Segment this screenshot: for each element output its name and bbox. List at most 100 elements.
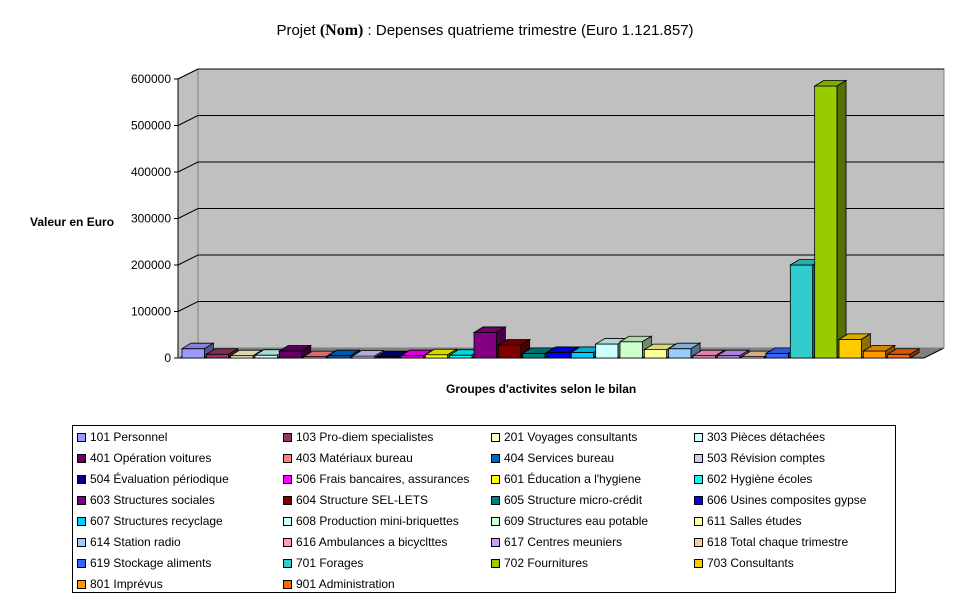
legend-label: 702 Fournitures — [504, 556, 589, 570]
legend-item: 603 Structures sociales — [77, 492, 215, 508]
legend-item: 607 Structures recyclage — [77, 513, 223, 529]
legend-swatch — [694, 474, 703, 484]
legend-swatch — [694, 453, 703, 463]
bar-front — [449, 354, 473, 359]
legend-item: 506 Frais bancaires, assurances — [283, 471, 469, 487]
legend-item: 504 Évaluation périodique — [77, 471, 229, 487]
legend-swatch — [491, 432, 500, 442]
legend-label: 503 Révision comptes — [707, 451, 826, 465]
legend-swatch — [77, 474, 86, 484]
bar — [350, 349, 386, 359]
legend-label: 608 Production mini-briquettes — [296, 514, 459, 528]
legend-item: 609 Structures eau potable — [491, 513, 648, 529]
legend-swatch — [283, 432, 292, 442]
legend-label: 506 Frais bancaires, assurances — [296, 472, 470, 486]
bar-front — [522, 352, 546, 359]
legend-item: 401 Opération voitures — [77, 450, 211, 466]
legend-label: 616 Ambulances a bicyclttes — [296, 535, 448, 549]
bar-front — [765, 352, 789, 359]
legend-label: 602 Hygiène écoles — [707, 472, 813, 486]
legend-label: 101 Personnel — [90, 430, 168, 444]
legend-label: 609 Structures eau potable — [504, 514, 649, 528]
bar — [618, 335, 653, 359]
bar — [667, 342, 702, 359]
legend-swatch — [283, 495, 292, 505]
legend-label: 619 Stockage aliments — [90, 556, 212, 570]
legend-label: 603 Structures sociales — [90, 493, 215, 507]
legend-item: 608 Production mini-briquettes — [283, 513, 459, 529]
y-tick-label: 100000 — [131, 305, 171, 319]
legend-swatch — [77, 495, 86, 505]
legend-item: 101 Personnel — [77, 429, 167, 445]
x-axis-label: Groupes d'activites selon le bilan — [446, 382, 637, 396]
legend-item: 901 Administration — [283, 576, 395, 592]
bar — [861, 344, 897, 359]
bars — [180, 79, 921, 359]
y-axis-label: Valeur en Euro — [30, 215, 115, 229]
bar-front — [181, 348, 205, 359]
legend-item: 602 Hygiène écoles — [694, 471, 812, 487]
legend-label: 901 Administration — [296, 577, 395, 591]
y-tick-label: 300000 — [131, 212, 171, 226]
legend-item: 619 Stockage aliments — [77, 555, 211, 571]
legend-label: 611 Salles études — [707, 514, 802, 528]
bar — [642, 343, 678, 359]
legend-swatch — [283, 537, 292, 547]
legend-swatch — [77, 579, 86, 589]
legend-item: 201 Voyages consultants — [491, 429, 637, 445]
gridline — [177, 68, 944, 80]
legend-label: 606 Usines composites gypse — [707, 493, 867, 507]
bar — [326, 349, 361, 359]
y-tick-label: 500000 — [131, 119, 171, 133]
gridline — [177, 301, 944, 312]
legend-label: 201 Voyages consultants — [504, 430, 638, 444]
legend-swatch — [77, 516, 86, 526]
bar-front — [789, 264, 814, 359]
legend: 101 Personnel 103 Pro-diem specialistes 20… — [72, 425, 896, 593]
legend-item: 801 Imprévus — [77, 576, 163, 592]
gridline — [177, 161, 944, 173]
legend-swatch — [283, 474, 292, 484]
legend-label: 618 Total chaque trimestre — [707, 535, 849, 549]
title-prefix: Projet — [276, 22, 316, 39]
bar-front — [595, 343, 619, 359]
legend-swatch — [694, 516, 703, 526]
legend-item: 503 Révision comptes — [694, 450, 825, 466]
gridline — [177, 208, 944, 219]
bar-side — [836, 79, 847, 359]
legend-item: 606 Usines composites gypse — [694, 492, 866, 508]
legend-label: 401 Opération voitures — [90, 451, 212, 465]
bar-front — [473, 332, 497, 359]
bar-front — [570, 352, 595, 359]
y-axis-ticks: 0 100000 200000 300000 400000 500000 600000 — [131, 72, 179, 365]
legend-swatch — [77, 432, 86, 442]
legend-item: 614 Station radio — [77, 534, 181, 550]
bar-front — [862, 350, 887, 359]
legend-swatch — [694, 558, 703, 568]
bar — [472, 326, 507, 359]
chart-title: Projet (Nom) : Depenses quatrieme trimes… — [0, 22, 970, 40]
bar-front — [278, 350, 303, 359]
legend-swatch — [491, 495, 500, 505]
legend-swatch — [491, 558, 500, 568]
y-tick-label: 400000 — [131, 165, 171, 179]
bar-front — [838, 338, 862, 359]
legend-swatch — [77, 558, 86, 568]
y-tick-label: 0 — [164, 351, 171, 365]
legend-item: 605 Structure micro-crédit — [491, 492, 642, 508]
bar — [813, 79, 848, 359]
legend-label: 617 Centres meuniers — [504, 535, 623, 549]
legend-item: 618 Total chaque trimestre — [694, 534, 848, 550]
legend-label: 614 Station radio — [90, 535, 181, 549]
legend-label: 605 Structure micro-crédit — [504, 493, 643, 507]
legend-swatch — [491, 474, 500, 484]
bar-chart: 0 100000 200000 300000 400000 500000 600000 — [131, 68, 945, 365]
legend-label: 604 Structure SEL-LETS — [296, 493, 429, 507]
y-tick-label: 600000 — [131, 72, 171, 86]
legend-label: 703 Consultants — [707, 556, 794, 570]
bar-front — [546, 352, 570, 359]
legend-item: 303 Pièces détachées — [694, 429, 825, 445]
legend-item: 403 Matériaux bureau — [283, 450, 413, 466]
legend-item: 702 Fournitures — [491, 555, 588, 571]
legend-item: 103 Pro-diem specialistes — [283, 429, 433, 445]
